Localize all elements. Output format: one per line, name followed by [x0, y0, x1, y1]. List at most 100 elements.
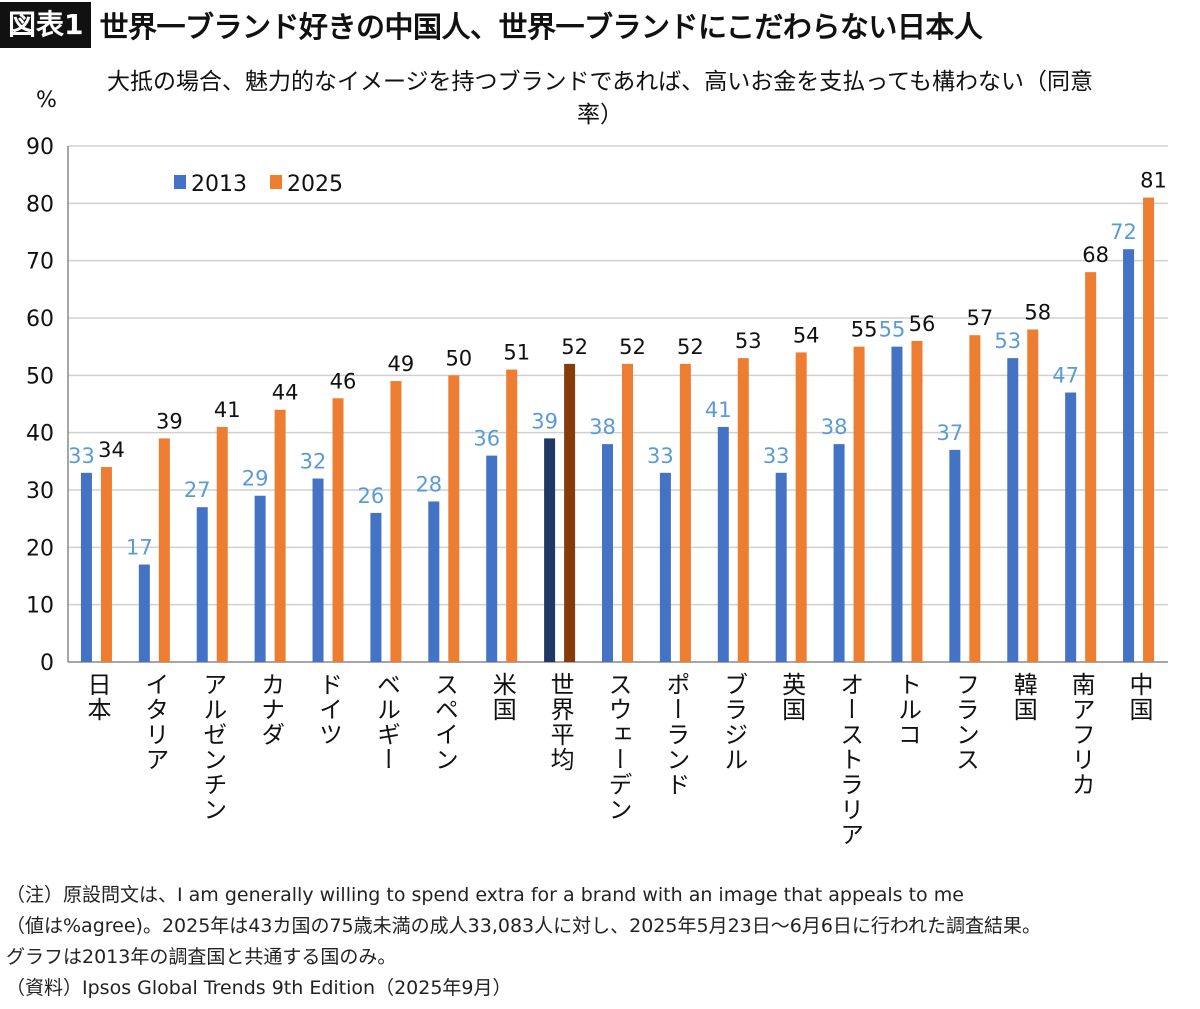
bar-2013 — [80, 472, 92, 662]
bar-2013 — [544, 438, 556, 662]
data-label-2013: 29 — [242, 467, 269, 491]
bar-2025 — [390, 381, 402, 662]
bar-2013 — [312, 478, 324, 662]
bar-2013 — [659, 472, 671, 662]
data-label-2025: 58 — [1024, 300, 1051, 324]
bar-2013 — [428, 501, 440, 662]
data-label-2013: 47 — [1052, 364, 1079, 388]
bar-2025 — [564, 363, 576, 662]
x-tick-label: 米国 — [488, 672, 517, 722]
legend-swatch-2013 — [174, 175, 186, 189]
data-label-2013: 27 — [184, 478, 211, 502]
x-tick-label: カナダ — [256, 672, 285, 747]
y-tick-label: 90 — [26, 135, 54, 160]
data-label-2025: 54 — [793, 323, 820, 347]
data-label-2013: 38 — [589, 415, 616, 439]
bar-2013 — [775, 472, 787, 662]
bar-2013 — [1007, 358, 1019, 662]
x-tick-label: ドイツ — [314, 672, 343, 747]
x-tick-label: ポーランド — [661, 672, 690, 797]
data-label-2025: 55 — [851, 318, 878, 342]
legend-swatch-2025 — [270, 175, 282, 189]
bar-2013 — [1065, 392, 1077, 662]
figure-tag: 図表1 — [0, 2, 92, 48]
x-tick-label: 英国 — [777, 672, 806, 722]
bar-2013 — [602, 444, 613, 662]
x-tick-label: フランス — [951, 672, 980, 772]
data-label-2013: 33 — [763, 444, 790, 468]
data-label-2013: 33 — [647, 444, 674, 468]
note-line: （資料）Ipsos Global Trends 9th Edition（2025… — [6, 977, 512, 999]
bar-2025 — [1085, 272, 1097, 662]
data-label-2013: 33 — [68, 444, 95, 468]
data-label-2013: 72 — [1110, 220, 1137, 244]
y-tick-label: 0 — [40, 651, 54, 676]
x-tick-label: 韓国 — [1009, 672, 1038, 722]
bar-2025 — [795, 352, 807, 662]
legend-label-2013: 2013 — [191, 172, 247, 197]
note-line: （注）原設問文は、I am generally willing to spend… — [6, 884, 964, 906]
y-tick-label: 50 — [26, 364, 54, 389]
y-tick-label: 30 — [26, 479, 54, 504]
x-tick-label: スペイン — [430, 672, 459, 772]
data-label-2025: 52 — [561, 335, 588, 359]
bar-2013 — [486, 455, 498, 662]
bar-2025 — [1027, 329, 1039, 662]
data-label-2013: 41 — [705, 398, 732, 422]
data-label-2025: 53 — [735, 329, 762, 353]
x-tick-label: 日本 — [82, 672, 111, 722]
data-label-2025: 56 — [909, 312, 936, 336]
data-label-2013: 28 — [415, 472, 442, 496]
y-tick-label: 10 — [26, 594, 54, 619]
x-tick-label: ベルギー — [372, 672, 401, 772]
data-label-2025: 51 — [503, 341, 530, 365]
bar-2025 — [1143, 197, 1155, 662]
x-tick-label: トルコ — [893, 672, 922, 747]
bar-2013 — [1123, 249, 1135, 662]
x-tick-label: イタリア — [140, 672, 169, 772]
y-tick-label: 70 — [26, 250, 54, 275]
data-label-2013: 53 — [994, 329, 1021, 353]
bar-2013 — [254, 495, 266, 662]
bar-2025 — [737, 358, 749, 662]
data-label-2013: 32 — [300, 450, 327, 474]
note-line: （値は%agree)。2025年は43カ国の75歳未満の成人33,083人に対し… — [6, 915, 1041, 937]
data-label-2013: 37 — [937, 421, 964, 445]
title-bar: 図表1 世界一ブランド好きの中国人、世界一ブランドにこだわらない日本人 — [0, 2, 983, 48]
data-label-2025: 39 — [156, 409, 183, 433]
data-label-2013: 26 — [358, 484, 385, 508]
bar-2025 — [332, 398, 344, 662]
data-label-2025: 57 — [967, 306, 994, 330]
data-label-2025: 52 — [677, 335, 704, 359]
data-label-2025: 52 — [619, 335, 646, 359]
data-label-2013: 38 — [821, 415, 848, 439]
data-label-2025: 50 — [445, 346, 472, 370]
y-axis-label: % — [36, 88, 57, 113]
data-label-2025: 81 — [1140, 169, 1167, 193]
bar-2025 — [158, 438, 170, 662]
data-label-2025: 41 — [214, 398, 241, 422]
bar-2025 — [911, 340, 923, 662]
y-tick-label: 80 — [26, 192, 54, 217]
data-label-2013: 17 — [126, 536, 153, 560]
bar-2013 — [196, 507, 208, 662]
data-label-2025: 44 — [272, 381, 299, 405]
data-label-2025: 49 — [388, 352, 415, 376]
chart-title: 大抵の場合、魅力的なイメージを持つブランドであれば、高いお金を支払っても構わない… — [106, 69, 1093, 128]
bar-2025 — [853, 346, 865, 662]
bar-2013 — [717, 426, 729, 662]
bar-2025 — [969, 335, 981, 662]
page-title: 世界一ブランド好きの中国人、世界一ブランドにこだわらない日本人 — [99, 10, 983, 44]
data-label-2013: 39 — [531, 409, 558, 433]
y-tick-label: 40 — [26, 422, 54, 447]
x-tick-label: 南アフリカ — [1067, 672, 1096, 797]
data-label-2025: 68 — [1082, 243, 1109, 267]
bar-2025 — [100, 467, 112, 662]
bar-2013 — [891, 346, 903, 662]
y-tick-label: 60 — [26, 307, 54, 332]
data-label-2013: 55 — [879, 318, 906, 342]
bar-2013 — [370, 512, 382, 662]
y-tick-label: 20 — [26, 536, 54, 561]
bar-2013 — [949, 449, 961, 662]
